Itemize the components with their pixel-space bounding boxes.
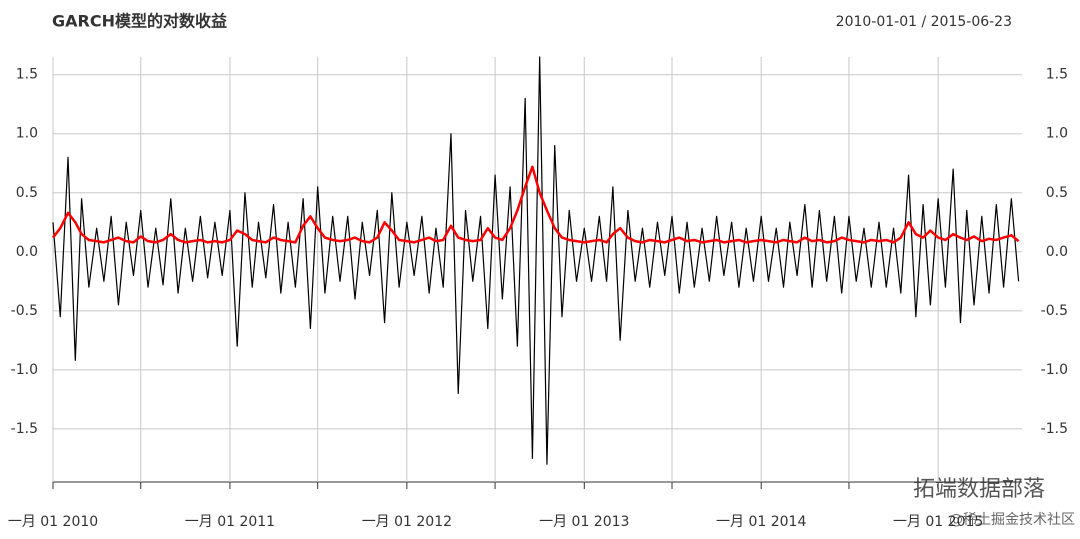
x-tick-label: 一月 01 2010	[8, 514, 98, 530]
y-tick-label-right: 0.5	[1046, 185, 1068, 201]
chart-title: GARCH模型的对数收益	[52, 12, 227, 31]
y-tick-label: 0.0	[16, 244, 38, 260]
y-tick-label-right: -1.0	[1041, 362, 1068, 378]
y-tick-label: 1.0	[16, 126, 38, 142]
y-tick-label: -1.5	[11, 421, 38, 437]
series-line	[52, 165, 1020, 244]
x-tick-label: 一月 01 2013	[539, 514, 629, 530]
x-tick-label: 一月 01 2015	[893, 514, 983, 530]
y-tick-label: 0.5	[16, 185, 38, 201]
y-tick-label-right: 1.5	[1046, 67, 1068, 83]
x-tick-label: 一月 01 2012	[362, 514, 452, 530]
date-range: 2010-01-01 / 2015-06-23	[836, 14, 1012, 30]
y-tick-label: -1.0	[11, 362, 38, 378]
y-tick-label: -0.5	[11, 303, 38, 319]
y-tick-label: 1.5	[16, 67, 38, 83]
x-tick-label: 一月 01 2014	[716, 514, 806, 530]
x-tick-label: 一月 01 2011	[185, 514, 275, 530]
y-tick-label-right: -0.5	[1041, 303, 1068, 319]
series-line	[52, 56, 1020, 465]
y-tick-label-right: 1.0	[1046, 126, 1068, 142]
y-tick-label-right: 0.0	[1046, 244, 1068, 260]
watermark: @稀土掘金技术社区	[949, 512, 1075, 528]
watermark: 拓端数据部落	[913, 477, 1045, 502]
y-tick-label-right: -1.5	[1041, 421, 1068, 437]
